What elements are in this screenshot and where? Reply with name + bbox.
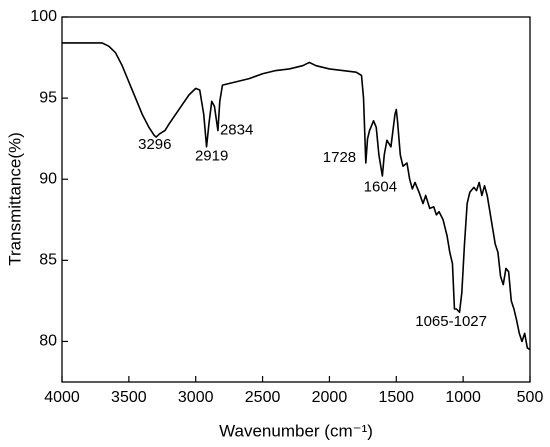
x-tick-label: 1000: [445, 389, 481, 406]
x-tick-label: 2000: [312, 389, 348, 406]
y-tick-label: 95: [39, 89, 57, 106]
y-tick-label: 85: [39, 252, 57, 269]
x-tick-label: 3000: [178, 389, 214, 406]
peak-annotation: 1604: [364, 178, 397, 195]
y-tick-label: 100: [30, 8, 57, 25]
x-tick-label: 4000: [44, 389, 80, 406]
peak-annotation: 1065-1027: [415, 313, 487, 330]
x-axis-label: Wavenumber (cm⁻¹): [219, 421, 373, 440]
x-tick-label: 2500: [245, 389, 281, 406]
peak-annotation: 2834: [220, 122, 253, 139]
peak-annotation: 1728: [323, 149, 356, 166]
x-tick-label: 3500: [111, 389, 147, 406]
y-tick-label: 80: [39, 333, 57, 350]
spectrum-line: [62, 42, 531, 351]
plot-frame: [61, 16, 531, 383]
peak-annotation: 2919: [195, 147, 228, 164]
x-tick-label: 500: [517, 389, 544, 406]
peak-annotation: 3296: [138, 136, 171, 153]
y-tick-label: 90: [39, 170, 57, 187]
y-axis-label: Transmittance(%): [5, 132, 24, 266]
x-tick-label: 1500: [378, 389, 414, 406]
